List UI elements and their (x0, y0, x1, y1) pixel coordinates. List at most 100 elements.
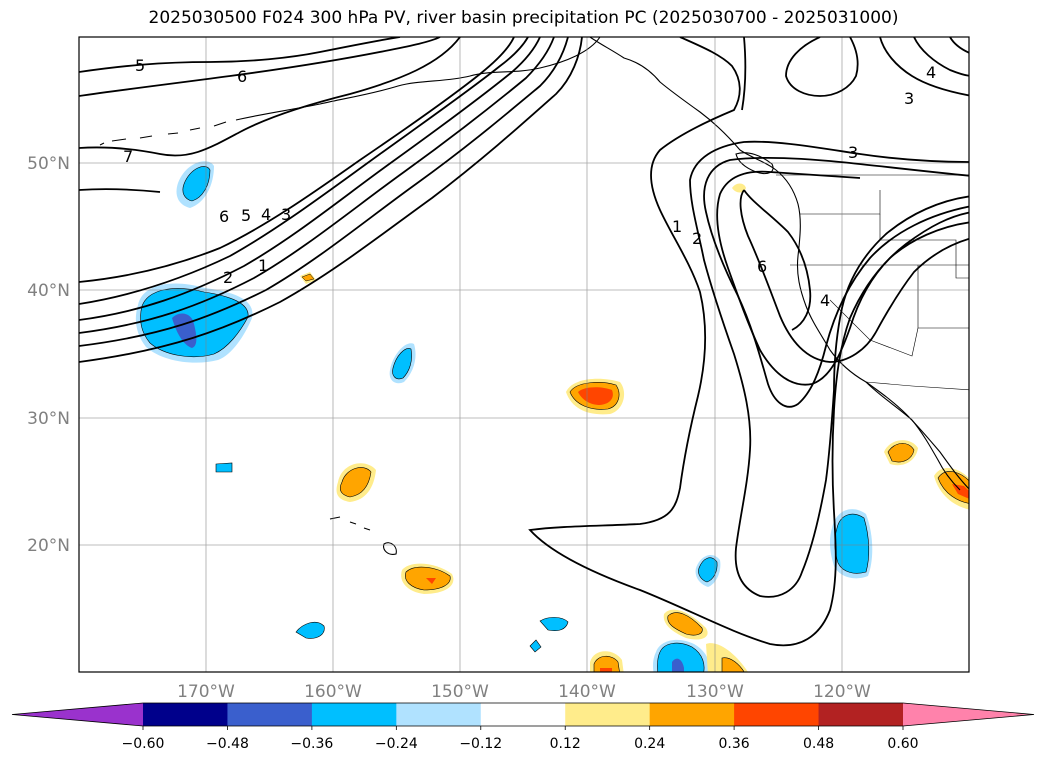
baja-coast (865, 381, 961, 491)
longitude-labels: 170°W 160°W 150°W 140°W 130°W 120°W (177, 682, 871, 702)
colorbar-segment (311, 703, 397, 726)
pv-contour-label: 5 (241, 206, 251, 225)
aleutian-islands (99, 121, 227, 146)
pv-ridge-ne-3 (879, 37, 969, 97)
colorbar-tick-label: 0.48 (803, 736, 834, 752)
pv-jet-2 (79, 37, 529, 305)
colorbar-segment (227, 703, 313, 726)
pacific-nw-coast (589, 37, 969, 490)
colorbar-tick-label: 0.12 (550, 736, 581, 752)
pv-contour-7-top (79, 37, 461, 157)
us-mexico-border (865, 381, 969, 391)
neg-blob-5-core (834, 513, 870, 574)
precipitation-shading (135, 161, 969, 672)
pv-contour-label: 4 (261, 205, 271, 224)
neg-blob-4 (215, 462, 233, 473)
map-content: 5 6 7 6 5 4 3 2 1 3 4 3 1 2 6 4 (79, 37, 969, 672)
pv-contour-5-top (79, 37, 401, 73)
colorbar-segment (396, 703, 482, 726)
colorbar-tick-label: −0.24 (375, 736, 418, 752)
pv-jet-4 (79, 37, 555, 334)
lat-label-50n: 50°N (27, 154, 70, 174)
pv-contours (79, 37, 969, 647)
pv-jet-1 (79, 37, 515, 283)
pv-contour-label: 6 (219, 207, 229, 226)
pv-contour-label: 6 (757, 257, 767, 276)
pos-blob-2-core (339, 467, 372, 498)
pv-contour-label: 5 (135, 56, 145, 75)
pos-blob-10 (732, 183, 746, 193)
lat-label-40n: 40°N (27, 281, 70, 301)
pv-trough-6 (743, 189, 812, 331)
pv-trough-5 (739, 189, 969, 363)
neg-blob-7-deep (672, 658, 684, 672)
hawaii-islands (329, 516, 397, 555)
pv-contour-label: 4 (926, 63, 936, 82)
colorbar-tick-label: 0.24 (634, 736, 665, 752)
pv-jet-3 (79, 37, 541, 321)
colorbar-extend-high (903, 703, 1034, 726)
map-frame (78, 36, 970, 673)
neg-blob-1-core (182, 166, 211, 202)
pv-contour-label-group: 5 6 7 6 5 4 3 2 1 3 4 3 1 2 6 4 (123, 56, 936, 310)
lon-label-150w: 150°W (431, 682, 489, 702)
neg-blob-2-core (140, 288, 249, 358)
pv-contour-label: 7 (123, 147, 133, 166)
pv-contour-6-top (79, 37, 441, 97)
pv-ridge-ne-5 (949, 37, 969, 54)
neg-blob-7-core (657, 642, 705, 672)
colorbar-segment (480, 703, 566, 726)
state-boundary-3 (879, 214, 969, 279)
pv-contour-label: 3 (281, 205, 291, 224)
neg-blob-10 (529, 639, 542, 653)
pv-trough-2 (689, 140, 969, 598)
lat-label-20n: 20°N (27, 536, 70, 556)
colorbar-tick-label: −0.12 (459, 736, 502, 752)
lon-label-170w: 170°W (177, 682, 235, 702)
pv-contour-label: 2 (223, 268, 233, 287)
pos-blob-6-deep (600, 668, 612, 672)
colorbar-segment (565, 703, 651, 726)
pv-contour-7-lower (79, 188, 161, 193)
pos-blob-9-core (301, 273, 315, 282)
colorbar-tick-label: −0.48 (206, 736, 249, 752)
neg-blob-8 (295, 621, 325, 639)
colorbar-tick-label: 0.36 (719, 736, 750, 752)
pv-contour-label: 4 (820, 291, 830, 310)
graticule (79, 37, 969, 672)
pv-contour-label: 2 (692, 229, 702, 248)
pv-jet-5 (79, 37, 569, 347)
colorbar: −0.60 −0.48 −0.36 −0.24 −0.12 0.12 0.24 0.36 0.4… (11, 702, 1035, 752)
lat-label-30n: 30°N (27, 409, 70, 429)
pos-blob-5-core (721, 657, 745, 672)
lon-label-130w: 130°W (686, 682, 744, 702)
colorbar-extend-low (12, 703, 143, 726)
pv-contour-label: 6 (237, 67, 247, 86)
neg-blob-9 (539, 617, 569, 632)
colorbar-tick-label: −0.36 (290, 736, 333, 752)
pv-contour-label: 1 (672, 217, 682, 236)
lon-label-160w: 160°W (304, 682, 362, 702)
pv-contour-label: 3 (904, 89, 914, 108)
latitude-labels: 50°N 40°N 30°N 20°N (27, 154, 70, 556)
pos-blob-3-deep (426, 578, 436, 584)
colorbar-segment (649, 703, 735, 726)
lon-label-120w: 120°W (813, 682, 871, 702)
pos-blob-7-core (887, 443, 915, 463)
pos-blob-4-core (667, 612, 703, 636)
neg-blob-3-core (392, 348, 412, 380)
colorbar-segment (818, 703, 904, 726)
pv-trough-1 (528, 37, 969, 647)
lon-label-140w: 140°W (558, 682, 616, 702)
pos-blob-8-deep (952, 484, 969, 499)
colorbar-segment (143, 703, 228, 726)
pv-jet-6 (79, 37, 583, 363)
colorbar-segment (734, 703, 820, 726)
pv-ridge-ne-4 (913, 37, 969, 77)
map-title: 2025030500 F024 300 hPa PV, river basin … (148, 8, 899, 28)
colorbar-tick-label: 0.60 (887, 736, 918, 752)
pv-contour-label: 1 (258, 256, 268, 275)
pv-trough-4 (716, 170, 969, 386)
pv-ridge-ne-1 (741, 37, 747, 111)
map-background (79, 37, 969, 672)
